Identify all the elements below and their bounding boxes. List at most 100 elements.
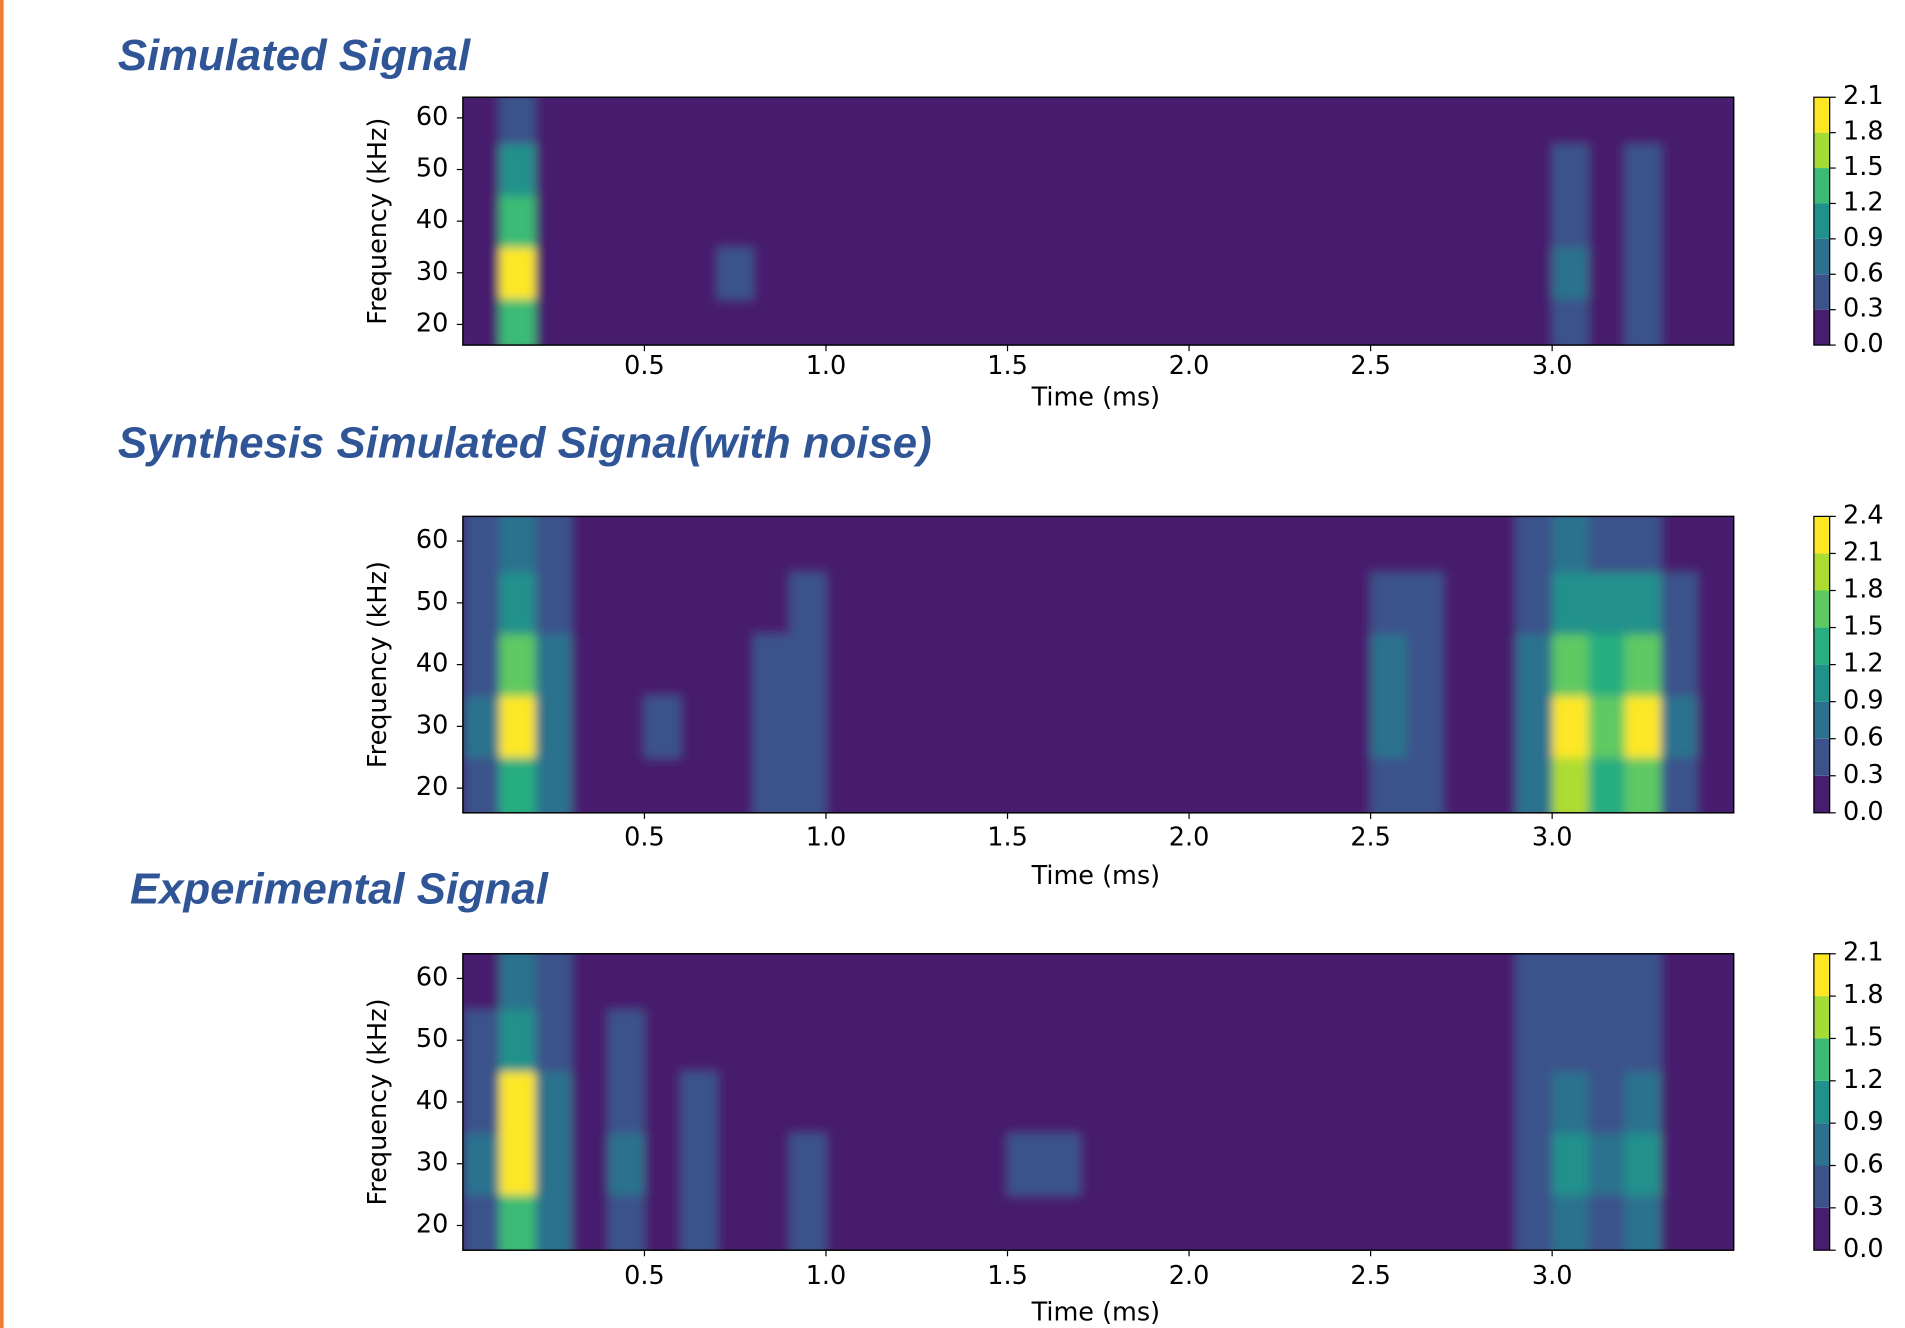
colorbar-segment (1813, 996, 1830, 1039)
cell (1552, 1194, 1590, 1251)
cell (608, 246, 646, 300)
cell (1370, 97, 1408, 145)
cell (1080, 633, 1118, 697)
cell (1225, 695, 1263, 758)
cell (499, 1132, 537, 1196)
cell (608, 1132, 646, 1196)
cell (1080, 695, 1118, 758)
cell (1479, 298, 1517, 346)
colorbar-tick-label: 1.5 (1843, 612, 1884, 642)
cell (1080, 571, 1118, 635)
colorbar-tick-label: 0.6 (1843, 1150, 1884, 1180)
cell (1116, 571, 1154, 635)
cell (1552, 1132, 1590, 1196)
colorbar-segment (1813, 1165, 1830, 1208)
cell (1588, 695, 1626, 758)
colorbar-segment (1813, 1080, 1830, 1124)
cell (535, 195, 573, 248)
heatmap (462, 516, 1734, 813)
cell (1479, 695, 1517, 758)
cell (717, 246, 754, 300)
cell (971, 195, 1009, 248)
cell (571, 633, 609, 697)
cell (717, 1194, 754, 1251)
cell (1297, 143, 1335, 196)
cell (1043, 246, 1081, 300)
cell (608, 97, 646, 145)
cell (1406, 1194, 1444, 1251)
x-tick-label: 1.5 (987, 351, 1028, 381)
cell (680, 571, 718, 635)
cell (898, 1194, 936, 1251)
cell (789, 195, 827, 248)
cell (1297, 97, 1335, 145)
colorbar-tick-label: 1.8 (1843, 117, 1884, 147)
cell (1697, 695, 1734, 758)
cell (680, 1009, 718, 1072)
cell (1552, 298, 1590, 346)
cell (1624, 298, 1662, 346)
cell (1479, 195, 1517, 248)
cell (1443, 953, 1481, 1010)
cell (1697, 1132, 1734, 1196)
cell (1624, 757, 1662, 813)
cell (644, 571, 682, 635)
cell (608, 633, 646, 697)
cell (1479, 1194, 1517, 1251)
y-tick-label: 50 (416, 1024, 448, 1054)
cell (571, 571, 609, 635)
cell (1552, 195, 1590, 248)
cell (1080, 143, 1118, 196)
cell (1624, 953, 1662, 1010)
cell (789, 1132, 827, 1196)
cell (717, 1071, 754, 1134)
cell (1189, 571, 1226, 635)
cell (1043, 143, 1081, 196)
cell (1152, 633, 1190, 697)
cell (1007, 1071, 1045, 1134)
cell (644, 298, 682, 346)
cell (680, 298, 718, 346)
cell (789, 1194, 827, 1251)
cell (1661, 695, 1698, 758)
cell (971, 571, 1009, 635)
cell (1443, 298, 1481, 346)
cell (571, 1071, 609, 1134)
colorbar-tick-label: 0.6 (1843, 723, 1884, 753)
cell (535, 246, 573, 300)
cell (1334, 953, 1372, 1010)
cell (898, 633, 936, 697)
y-tick-label: 60 (416, 962, 448, 992)
cell (1189, 695, 1226, 758)
chart-title: Synthesis Simulated Signal(with noise) (118, 418, 932, 467)
cell (1479, 143, 1517, 196)
cell (1225, 97, 1263, 145)
cell (1479, 246, 1517, 300)
cell (535, 143, 573, 196)
cell (934, 633, 972, 697)
y-tick-label: 40 (416, 649, 448, 679)
cell (535, 695, 573, 758)
cell (1261, 143, 1299, 196)
cell (1116, 1071, 1154, 1134)
x-tick-label: 2.5 (1350, 351, 1391, 381)
x-tick-label: 3.0 (1532, 1261, 1573, 1291)
cell (1552, 571, 1590, 635)
cell (644, 757, 682, 813)
colorbar-segment (1813, 1123, 1830, 1166)
cell (1297, 516, 1335, 573)
cell (1406, 1009, 1444, 1072)
cell (1116, 143, 1154, 196)
cell (1261, 1071, 1299, 1134)
colorbar-segment (1813, 1038, 1830, 1081)
cell (898, 1009, 936, 1072)
cell (1152, 143, 1190, 196)
cell (1370, 695, 1408, 758)
cell (717, 633, 754, 697)
cell (1370, 633, 1408, 697)
cell (1588, 516, 1626, 573)
cell (1225, 1132, 1263, 1196)
cell (1225, 516, 1263, 573)
cell (499, 195, 537, 248)
cell (753, 571, 791, 635)
